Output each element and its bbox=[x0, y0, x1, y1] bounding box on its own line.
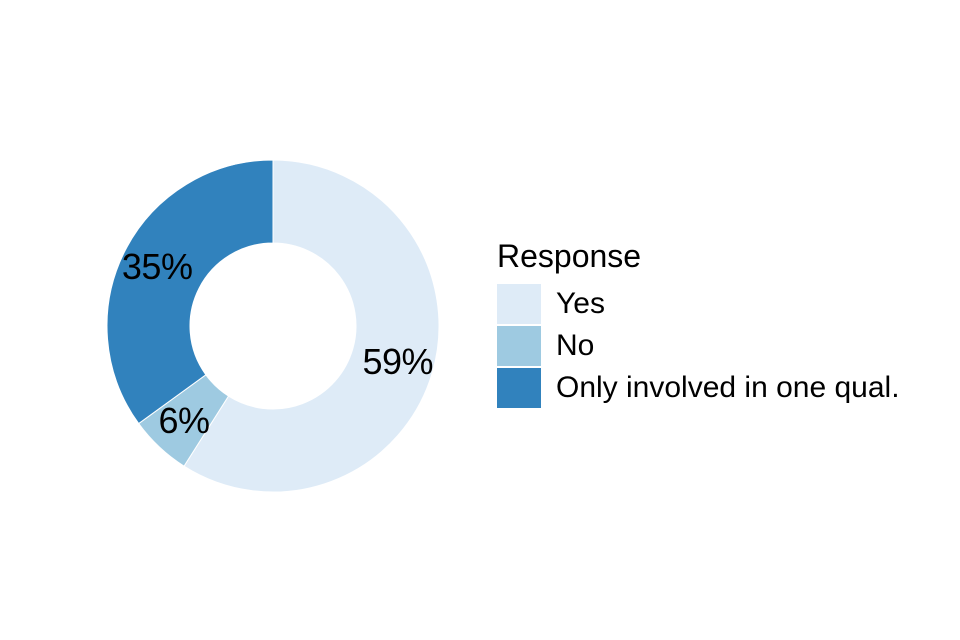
legend-label-no: No bbox=[556, 329, 595, 362]
legend-title: Response bbox=[497, 238, 642, 274]
legend-swatch-no bbox=[497, 326, 541, 366]
legend-items: Yes No Only involved in one qual. bbox=[497, 284, 900, 408]
donut-slice-only-involved-in-one-qual bbox=[106, 159, 274, 425]
legend-swatch-yes bbox=[497, 284, 541, 324]
legend-item-no: No bbox=[497, 326, 900, 366]
legend-label-yes: Yes bbox=[556, 287, 605, 320]
legend-item-only-involved-in-one-qual: Only involved in one qual. bbox=[497, 368, 900, 408]
slice-percent-label-yes: 59% bbox=[362, 341, 434, 383]
legend-swatch-only-involved-in-one-qual bbox=[497, 368, 541, 408]
slice-percent-label-no: 6% bbox=[158, 399, 210, 441]
legend-label-only-involved-in-one-qual: Only involved in one qual. bbox=[556, 371, 900, 404]
legend-item-yes: Yes bbox=[497, 284, 900, 324]
legend: Response Yes No Only involved in one qual. bbox=[497, 238, 900, 410]
donut-slice-yes bbox=[183, 159, 440, 493]
slice-percent-label-only-involved-in-one-qual: 35% bbox=[121, 246, 193, 287]
